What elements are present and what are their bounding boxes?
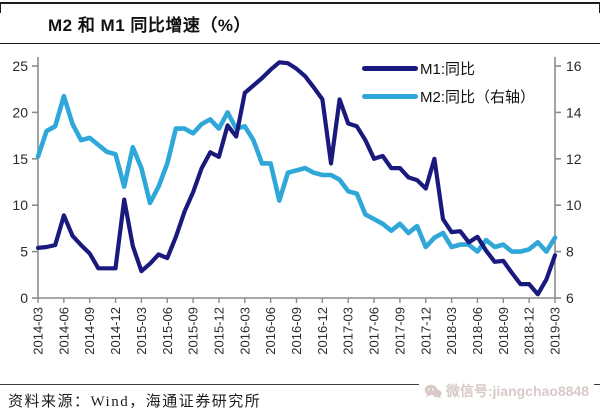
x-axis-tick-label: 2016-03 (237, 307, 252, 355)
left-axis-tick-label: 25 (12, 58, 28, 74)
left-axis-tick-label: 15 (12, 151, 28, 167)
x-axis-tick-label: 2019-03 (548, 307, 563, 355)
x-axis-tick-label: 2018-03 (444, 307, 459, 355)
x-axis-tick-label: 2015-09 (186, 307, 201, 355)
right-axis-tick-label: 6 (566, 290, 574, 306)
m2-line-swatch (362, 94, 418, 99)
x-axis-tick-label: 2016-06 (263, 307, 278, 355)
x-axis-tick-label: 2017-06 (367, 307, 382, 355)
right-axis-tick-label: 14 (566, 104, 582, 120)
x-axis-tick-label: 2015-12 (211, 307, 226, 355)
left-axis-tick-label: 5 (20, 244, 28, 260)
x-axis-tick-label: 2014-06 (56, 307, 71, 355)
m1-series-line (35, 60, 558, 297)
x-axis-tick-label: 2014-12 (108, 307, 123, 355)
x-axis-tick-label: 2017-12 (418, 307, 433, 355)
m2-series-line (35, 93, 558, 254)
wechat-icon (424, 384, 442, 398)
x-axis-tick-label: 2018-12 (522, 307, 537, 355)
x-axis-tick-label: 2017-03 (341, 307, 356, 355)
x-axis-tick-label: 2014-09 (82, 307, 97, 355)
wechat-watermark: 微信号:jiangchao8848 (418, 379, 594, 403)
legend-item-m1: M1:同比 (362, 58, 535, 79)
x-axis-tick-label: 2015-03 (134, 307, 149, 355)
x-axis-tick-label: 2016-12 (315, 307, 330, 355)
left-axis-tick-label: 10 (12, 197, 28, 213)
right-axis-tick-label: 12 (566, 151, 582, 167)
x-axis-tick-label: 2015-06 (160, 307, 175, 355)
x-axis-tick-label: 2014-03 (31, 307, 46, 355)
footer-divider (0, 384, 600, 385)
x-axis-tick-label: 2017-09 (392, 307, 407, 355)
data-source-note: 资料来源：Wind，海通证券研究所 (8, 394, 262, 410)
right-axis-tick-label: 10 (566, 197, 582, 213)
legend-label-m1: M1:同比 (420, 61, 476, 78)
left-axis-tick-label: 20 (12, 104, 28, 120)
left-axis-tick-label: 0 (20, 290, 28, 306)
x-axis-tick-label: 2016-09 (289, 307, 304, 355)
page-title: M2 和 M1 同比增速（%） (48, 16, 252, 35)
right-axis-tick-label: 16 (566, 58, 582, 74)
right-axis-tick-label: 8 (566, 244, 574, 260)
x-axis-tick-label: 2018-09 (496, 307, 511, 355)
m1-line-swatch (362, 66, 418, 71)
watermark-text: 微信号:jiangchao8848 (445, 383, 589, 399)
legend-label-m2: M2:同比（右轴） (420, 89, 536, 106)
chart-legend: M1:同比 M2:同比（右轴） (362, 58, 535, 107)
legend-item-m2: M2:同比（右轴） (362, 86, 535, 107)
x-axis-tick-label: 2018-06 (470, 307, 485, 355)
